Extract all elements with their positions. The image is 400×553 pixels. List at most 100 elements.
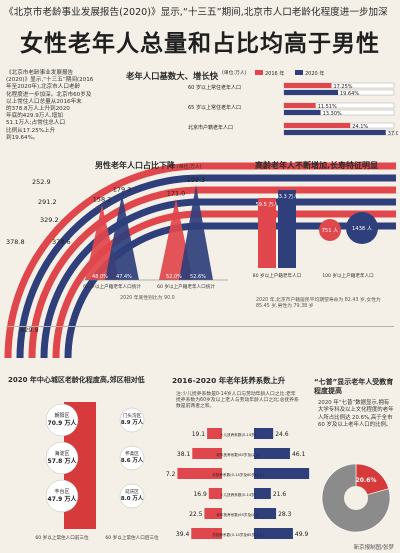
dep-category: 少儿抚养系数(0-14岁) xyxy=(220,432,257,437)
section5-title: 2016-2020 年老年抚养系数上升 xyxy=(172,376,286,385)
dep-bar-2020 xyxy=(254,488,271,499)
district-caption: 60 岁以上常住人口后三位 xyxy=(105,534,159,541)
arc-value-label: 429.9 xyxy=(20,326,39,334)
district-bubble xyxy=(119,445,145,471)
arc-band xyxy=(28,186,396,358)
circle-2016 xyxy=(319,219,341,241)
dep-value-2020: 28.3 xyxy=(278,511,292,518)
district-bubble xyxy=(45,441,79,475)
intro-line: 化程度进一步加深。北京市60岁及 xyxy=(6,91,92,98)
intro-line: 到19.64%。 xyxy=(6,134,39,141)
district-name: 海淀区 xyxy=(54,450,69,457)
dep-bar-2016 xyxy=(177,468,222,479)
intro-line: 年至2020年),北京市人口老龄 xyxy=(6,84,81,91)
district-bubble xyxy=(45,479,79,513)
dep-category: 总抚养系数(0-14岁及65岁以上) xyxy=(212,532,264,537)
dep-bar-2016 xyxy=(204,508,222,519)
dep-category: 老年抚养系数(60岁及以上) xyxy=(216,452,260,457)
intro-text: 《北京市老龄事业发展报告 (2020)》显示,“十三五”期间(2016 年至2020… xyxy=(6,70,118,142)
bar-2020 xyxy=(278,190,296,268)
section6-text: 2020 年“七普”数据显示,拥有大学专科及以上文化程度的老年人所占比例达 20… xyxy=(318,400,394,429)
longevity-chart: 59.5 万人 63.3 万人 80 岁以上户籍老年人口 751 人 1438 人 100… xyxy=(253,190,378,279)
legend-2016: 2016 年 xyxy=(255,70,284,77)
bar-2020 xyxy=(284,90,339,95)
triangle-2020 xyxy=(105,194,139,280)
district-bubble xyxy=(119,407,145,433)
arc-value-label: 252.9 xyxy=(32,178,51,186)
dep-value-2016: 39.4 xyxy=(176,531,190,538)
dep-bar-2020 xyxy=(254,468,310,479)
dep-value-2016: 19.1 xyxy=(192,431,206,438)
arc-value-label: 378.6 xyxy=(52,238,71,246)
dep-value-2016: 16.9 xyxy=(193,491,207,498)
pct-label: 52.0% xyxy=(166,274,182,280)
section1-bars: 60 岁以上常住老年人口 17.25%19.64% 65 岁以上常住老年人口 11.5… xyxy=(188,82,398,137)
dep-bar-2020 xyxy=(254,528,293,539)
bar-2016-label: 11.51% xyxy=(318,104,337,110)
bar-2016 xyxy=(284,123,351,128)
district-bubble xyxy=(45,403,79,437)
group-label: 80 岁以上户籍老年人口 xyxy=(253,272,302,279)
dep-value-2016: 22.5 xyxy=(189,511,203,518)
intro-line: 以上常住人口总量从2016年末 xyxy=(6,98,82,105)
dep-value-2020: 49.9 xyxy=(295,531,309,538)
arc-band xyxy=(16,174,396,358)
bar-category-label: 60 岁以上常住老年人口 xyxy=(188,84,241,91)
dep-bar-2016 xyxy=(208,488,222,499)
district-value: 8.0 万人 xyxy=(121,494,144,502)
divider xyxy=(6,326,394,327)
group-label: 60 岁以上户籍老年人口统计 xyxy=(83,283,141,290)
value-label: 751 人 xyxy=(322,227,339,234)
bar-2016 xyxy=(284,83,332,88)
bar-2016 xyxy=(284,103,316,108)
section1-unit: (单位:万人) xyxy=(222,71,247,76)
pct-label: 52.6% xyxy=(190,274,206,280)
section3-title: 高龄老年人不断增加,长寿特征明显 xyxy=(255,161,379,170)
intro-line: (2020)》显示,“十三五”期间(2016 xyxy=(6,77,94,84)
dep-bar-2016 xyxy=(192,448,222,459)
dependency-chart: 19.1 24.6 少儿抚养系数(0-14岁) 38.1 46.1 老年抚养系数(60岁及… xyxy=(166,428,310,539)
section4-title: 2020 年中心城区老龄化程度高,郊区相对低 xyxy=(8,376,145,384)
dep-bar-2020 xyxy=(254,448,290,459)
education-pie: 20.6% xyxy=(321,463,391,533)
main-title: 女性老年人总量和占比均高于男性 xyxy=(20,30,380,57)
dep-value-2020: 21.6 xyxy=(273,491,287,498)
arc-value-label: 291.2 xyxy=(38,198,57,206)
value-label: 199.3 xyxy=(187,176,206,184)
district-name: 朝阳区 xyxy=(54,412,69,419)
pie-label: 20.6% xyxy=(356,477,377,484)
section1-title: 老年人口基数大、增长快 xyxy=(126,71,219,81)
arc-band xyxy=(4,162,396,358)
dep-value-2016: 57.2 xyxy=(166,471,176,478)
district-value: 8.6 万人 xyxy=(121,456,144,464)
district-value: 47.9 万人 xyxy=(48,495,78,503)
footer: 新京报制图/张梦 xyxy=(353,545,394,551)
pct-label: 48.0% xyxy=(92,274,108,280)
bar-2016-label: 24.1% xyxy=(352,124,368,130)
intro-line: 51.1万人;占常住总人口 xyxy=(6,120,66,127)
bar-category-label: 北京市户籍老年人口 xyxy=(188,124,233,131)
dep-category: 老年抚养系数(65岁及以上) xyxy=(216,512,260,517)
district-value: 70.9 万人 xyxy=(48,419,78,427)
intro-line: 《北京市老龄事业发展报告 xyxy=(6,70,74,76)
dep-bar-2016 xyxy=(207,428,222,439)
group-label: 100 岁以上户籍老年人口 xyxy=(322,272,374,279)
bar-2020 xyxy=(284,130,386,135)
triangle-2020 xyxy=(179,185,213,280)
dep-value-2020: 46.1 xyxy=(292,451,306,458)
circle-2020 xyxy=(346,212,378,244)
value-label: 171.0 xyxy=(167,190,186,198)
bar-2020-label: 37.0% xyxy=(388,131,398,137)
group-label: 60 岁以上户籍老年人口统计 xyxy=(157,283,215,290)
section2-note: 2020 年底性别比为 90.0 xyxy=(120,296,175,301)
district-name: 门头沟区 xyxy=(123,412,142,419)
district-value: 57.8 万人 xyxy=(48,457,78,465)
bar-2020-label: 13.30% xyxy=(323,111,342,117)
bar-2016-label: 17.25% xyxy=(333,84,352,90)
district-name: 怀柔区 xyxy=(125,450,139,457)
pie-hole xyxy=(344,486,368,510)
dep-value-2016: 38.1 xyxy=(177,451,191,458)
district-name: 延庆区 xyxy=(125,488,139,495)
